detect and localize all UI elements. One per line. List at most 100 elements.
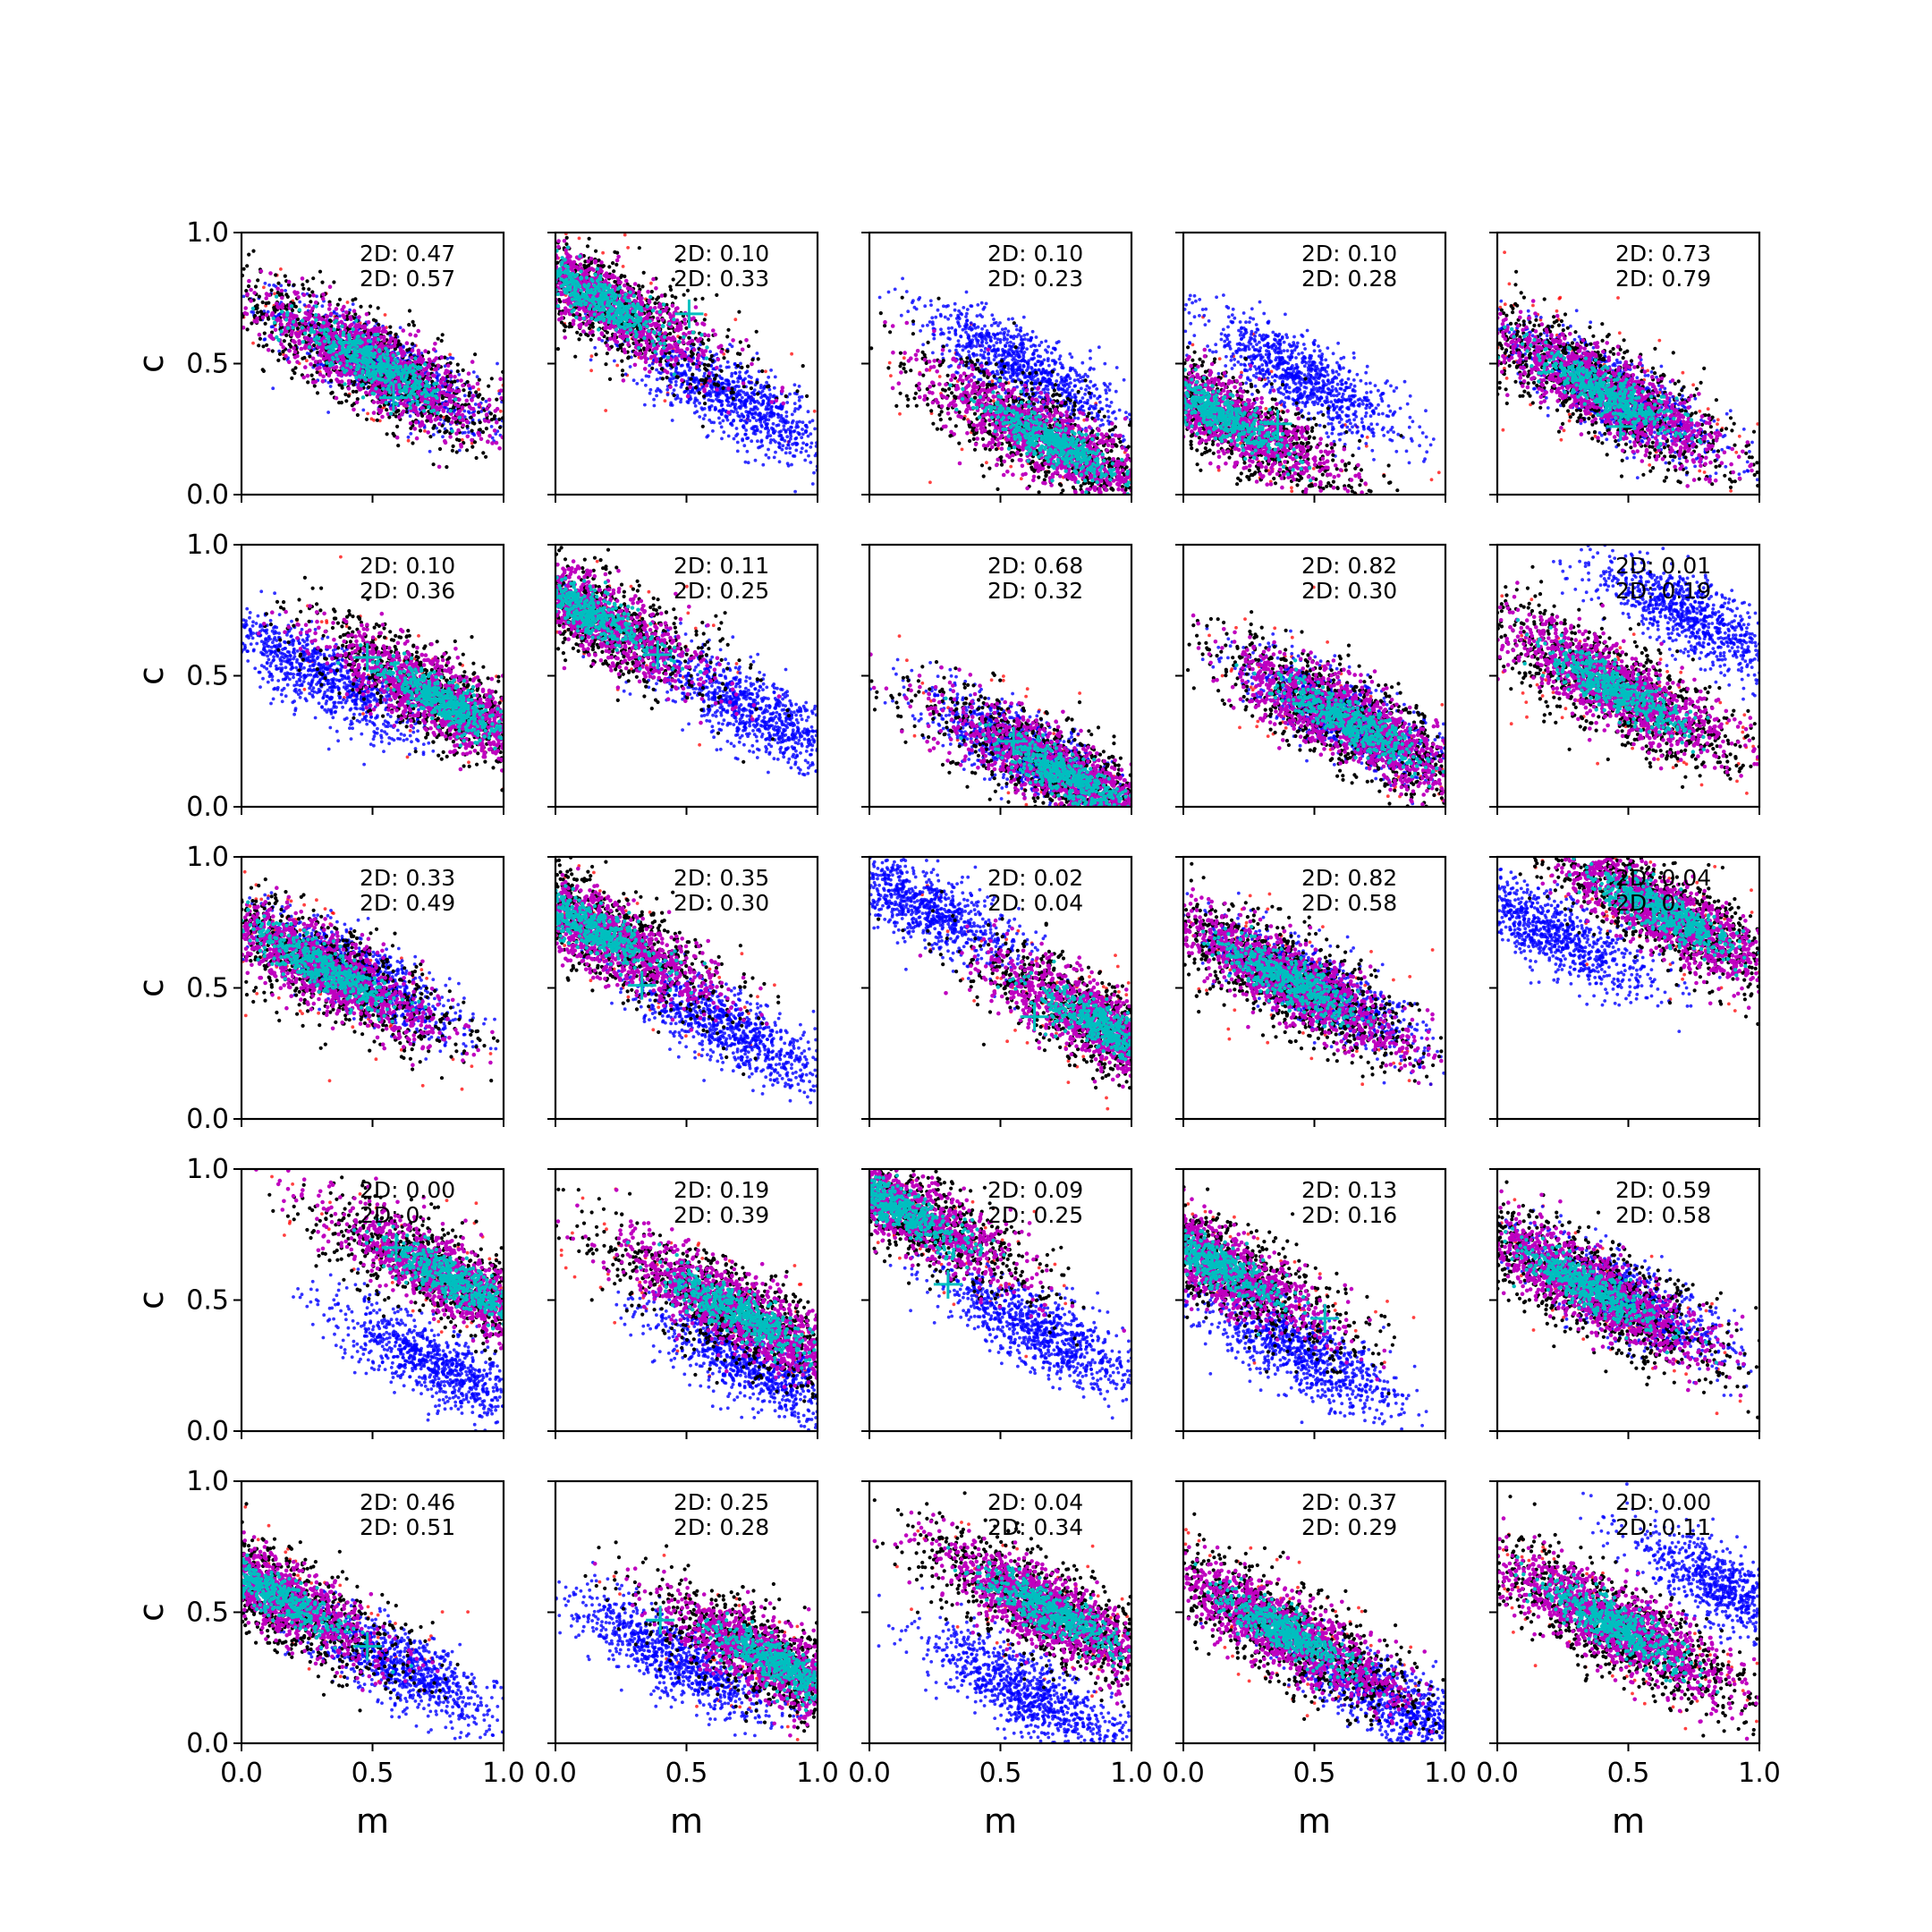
y-tick-label: 0.5 (186, 1285, 229, 1317)
x-tick-label: 0.0 (1476, 1758, 1519, 1789)
y-axis-label: c (131, 354, 171, 373)
stat-label-2: 2D: 0.39 (674, 1202, 769, 1228)
stat-label-1: 2D: 0.19 (674, 1177, 769, 1203)
x-tick-label: 0.5 (665, 1758, 708, 1789)
stat-label-2: 2D: 0.34 (987, 1514, 1083, 1540)
y-tick-label: 0.5 (186, 661, 229, 692)
stat-label-1: 2D: 0.13 (1301, 1177, 1397, 1203)
stat-label-1: 2D: 0.04 (987, 1489, 1083, 1515)
x-tick-label: 0.5 (979, 1758, 1022, 1789)
stat-label-2: 2D: 0.79 (1615, 266, 1711, 292)
x-tick-label: 1.0 (1110, 1758, 1153, 1789)
stat-label-2: 2D: 0.23 (987, 266, 1083, 292)
stat-label-1: 2D: 0.10 (1301, 241, 1397, 267)
y-tick-label: 1.0 (186, 217, 229, 249)
x-axis-label: m (1298, 1801, 1331, 1841)
stat-label-2: 2D: 0.57 (360, 266, 455, 292)
stat-label-2: 2D: 0.11 (1615, 1514, 1711, 1540)
y-tick-label: 1.0 (186, 1466, 229, 1497)
x-axis-label: m (984, 1801, 1017, 1841)
y-axis-label: c (131, 666, 171, 685)
stat-label-2: 2D: 0.25 (987, 1202, 1083, 1228)
x-axis-label: m (1612, 1801, 1645, 1841)
stat-label-1: 2D: 0.04 (1615, 865, 1711, 891)
stat-label-1: 2D: 0.11 (674, 553, 769, 579)
stat-label-2: 2D: 0. (1615, 890, 1682, 916)
y-tick-label: 0.5 (186, 349, 229, 380)
stat-label-1: 2D: 0.68 (987, 553, 1083, 579)
magenta-points (1191, 614, 1447, 807)
x-tick-label: 0.5 (352, 1758, 394, 1789)
stat-label-2: 2D: 0. (360, 1202, 427, 1228)
x-tick-label: 1.0 (1424, 1758, 1467, 1789)
stat-label-1: 2D: 0.09 (987, 1177, 1083, 1203)
stat-label-2: 2D: 0.58 (1301, 890, 1397, 916)
stat-label-1: 2D: 0.00 (360, 1177, 455, 1203)
y-tick-label: 0.5 (186, 973, 229, 1004)
x-tick-label: 1.0 (1738, 1758, 1781, 1789)
stat-label-1: 2D: 0.01 (1615, 553, 1711, 579)
x-tick-label: 0.0 (220, 1758, 263, 1789)
stat-label-2: 2D: 0.49 (360, 890, 455, 916)
stat-label-2: 2D: 0.58 (1615, 1202, 1711, 1228)
stat-label-1: 2D: 0.00 (1615, 1489, 1711, 1515)
stat-label-2: 2D: 0.25 (674, 578, 769, 604)
x-tick-label: 0.0 (848, 1758, 891, 1789)
stat-label-1: 2D: 0.46 (360, 1489, 455, 1515)
x-tick-label: 0.0 (1162, 1758, 1205, 1789)
y-tick-label: 0.0 (186, 792, 229, 823)
x-tick-label: 0.0 (534, 1758, 577, 1789)
stat-label-2: 2D: 0.28 (674, 1514, 769, 1540)
stat-label-2: 2D: 0.30 (674, 890, 769, 916)
y-tick-label: 0.5 (186, 1597, 229, 1629)
stat-label-2: 2D: 0.29 (1301, 1514, 1397, 1540)
y-axis-label: c (131, 1603, 171, 1622)
x-tick-label: 1.0 (796, 1758, 839, 1789)
stat-label-1: 2D: 0.37 (1301, 1489, 1397, 1515)
stat-label-1: 2D: 0.10 (360, 553, 455, 579)
stat-label-2: 2D: 0.16 (1301, 1202, 1397, 1228)
y-axis-label: c (131, 979, 171, 997)
stat-label-2: 2D: 0.51 (360, 1514, 455, 1540)
y-tick-label: 1.0 (186, 530, 229, 561)
stat-label-2: 2D: 0.28 (1301, 266, 1397, 292)
x-tick-label: 1.0 (482, 1758, 525, 1789)
stat-label-1: 2D: 0.10 (674, 241, 769, 267)
stat-label-2: 2D: 0.30 (1301, 578, 1397, 604)
y-tick-label: 1.0 (186, 842, 229, 873)
y-tick-label: 0.0 (186, 1416, 229, 1447)
stat-label-1: 2D: 0.73 (1615, 241, 1711, 267)
stat-label-2: 2D: 0.04 (987, 890, 1083, 916)
stat-label-1: 2D: 0.35 (674, 865, 769, 891)
stat-label-1: 2D: 0.47 (360, 241, 455, 267)
y-tick-label: 0.0 (186, 1728, 229, 1759)
x-tick-label: 0.5 (1293, 1758, 1336, 1789)
stat-label-1: 2D: 0.25 (674, 1489, 769, 1515)
stat-label-2: 2D: 0.32 (987, 578, 1083, 604)
stat-label-2: 2D: 0.33 (674, 266, 769, 292)
stat-label-2: 2D: 0.19 (1615, 578, 1711, 604)
stat-label-1: 2D: 0.02 (987, 865, 1083, 891)
stat-label-1: 2D: 0.10 (987, 241, 1083, 267)
